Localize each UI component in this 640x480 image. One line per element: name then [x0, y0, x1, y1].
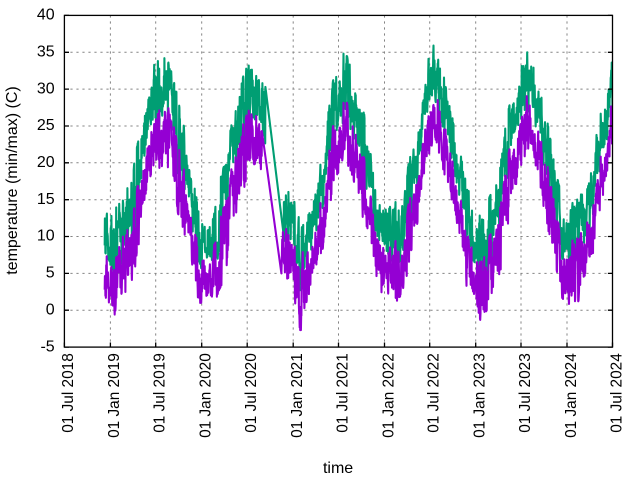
svg-text:01 Jan 2024: 01 Jan 2024 [563, 353, 580, 438]
svg-text:01 Jan 2019: 01 Jan 2019 [106, 353, 123, 438]
svg-text:01 Jul 2023: 01 Jul 2023 [517, 353, 534, 433]
svg-text:01 Jul 2024: 01 Jul 2024 [608, 353, 625, 433]
svg-text:30: 30 [37, 80, 55, 97]
svg-text:01 Jul 2021: 01 Jul 2021 [334, 353, 351, 433]
svg-text:01 Jul 2019: 01 Jul 2019 [152, 353, 169, 433]
svg-text:25: 25 [37, 117, 55, 134]
svg-text:01 Jul 2022: 01 Jul 2022 [426, 353, 443, 433]
svg-text:-5: -5 [40, 338, 54, 355]
svg-text:5: 5 [46, 265, 55, 282]
svg-text:35: 35 [37, 44, 55, 61]
svg-text:01 Jan 2023: 01 Jan 2023 [472, 353, 489, 438]
svg-text:20: 20 [37, 154, 55, 171]
svg-text:15: 15 [37, 191, 55, 208]
svg-text:time: time [323, 460, 353, 477]
svg-text:01 Jul 2020: 01 Jul 2020 [243, 353, 260, 433]
svg-text:01 Jan 2021: 01 Jan 2021 [289, 353, 306, 438]
svg-text:01 Jul 2018: 01 Jul 2018 [60, 353, 77, 433]
svg-text:0: 0 [46, 301, 55, 318]
svg-text:01 Jan 2020: 01 Jan 2020 [198, 353, 215, 438]
svg-text:temperature (min/max) (C): temperature (min/max) (C) [4, 86, 21, 274]
svg-text:40: 40 [37, 7, 55, 24]
svg-text:01 Jan 2022: 01 Jan 2022 [380, 353, 397, 438]
svg-text:10: 10 [37, 228, 55, 245]
